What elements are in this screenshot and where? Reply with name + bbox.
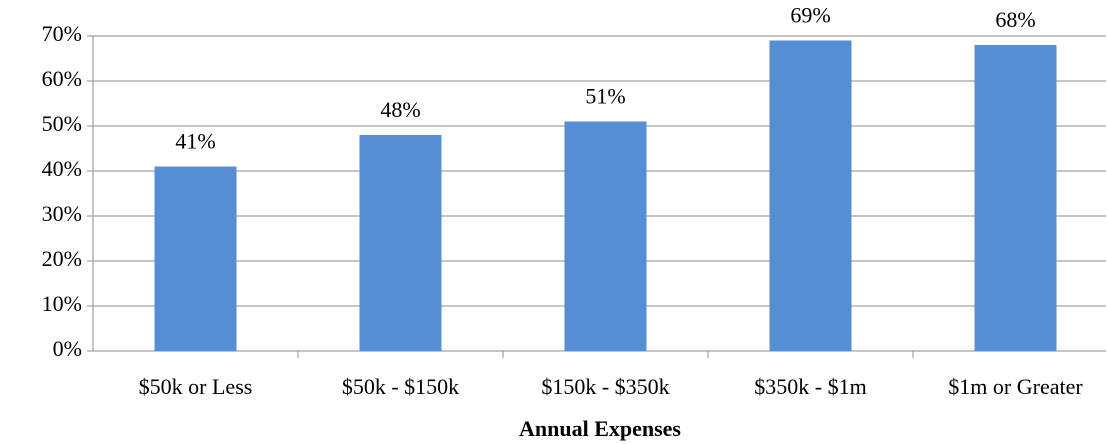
- y-tick-label: 50%: [42, 111, 82, 136]
- data-label: 48%: [380, 97, 420, 122]
- bar: [974, 45, 1057, 351]
- data-label: 68%: [995, 7, 1035, 32]
- bar: [154, 166, 237, 351]
- y-tick-label: 20%: [42, 246, 82, 271]
- y-tick-label: 70%: [42, 21, 82, 46]
- bar: [769, 40, 852, 351]
- bar: [564, 121, 647, 351]
- data-label: 41%: [175, 129, 215, 154]
- x-tick-label: $150k - $350k: [541, 374, 669, 399]
- y-tick-label: 60%: [42, 66, 82, 91]
- x-tick-label: $50k - $150k: [342, 374, 459, 399]
- x-tick-label: $350k - $1m: [754, 374, 866, 399]
- y-tick-label: 0%: [53, 336, 82, 361]
- y-tick-label: 10%: [42, 291, 82, 316]
- x-tick-label: $1m or Greater: [948, 374, 1083, 399]
- y-tick-label: 40%: [42, 156, 82, 181]
- y-tick-label: 30%: [42, 201, 82, 226]
- data-label: 69%: [790, 3, 830, 28]
- x-axis-title: Annual Expenses: [519, 416, 681, 441]
- bar: [359, 135, 442, 351]
- data-label: 51%: [585, 84, 625, 109]
- x-tick-label: $50k or Less: [139, 374, 253, 399]
